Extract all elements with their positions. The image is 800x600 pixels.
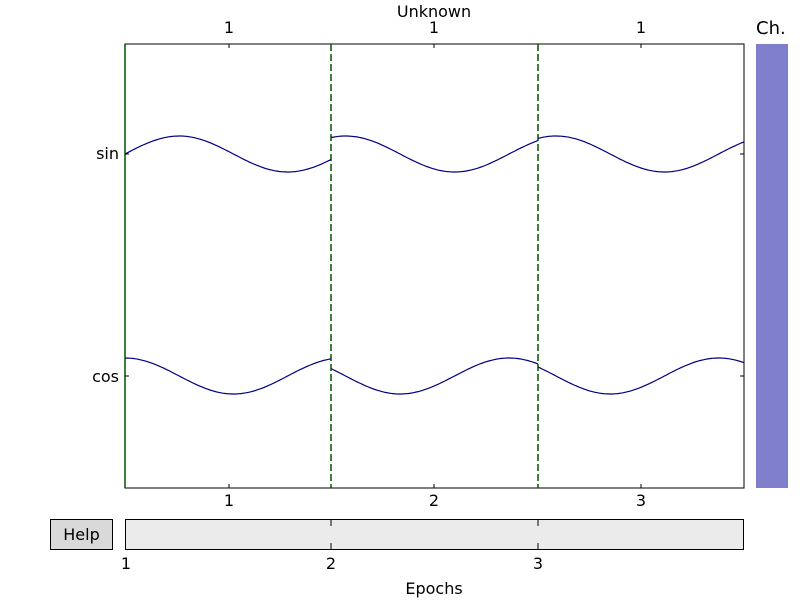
cos-trace-segment bbox=[537, 357, 745, 395]
scroll-tick-label: 1 bbox=[120, 554, 132, 573]
x-tick-label: 2 bbox=[428, 491, 440, 510]
channel-label-sin: sin bbox=[96, 144, 119, 163]
x-axis-label: Epochs bbox=[405, 579, 463, 598]
chart-title: Unknown bbox=[396, 2, 472, 21]
scroll-tick-label: 2 bbox=[325, 554, 337, 573]
epoch-marker-label: 1 bbox=[428, 18, 440, 37]
epoch-scrollbar[interactable] bbox=[125, 519, 744, 550]
cos-trace-segment bbox=[124, 357, 332, 395]
epoch-marker-label: 1 bbox=[223, 18, 235, 37]
scroll-tick-label: 3 bbox=[532, 554, 544, 573]
signal-traces bbox=[124, 135, 745, 395]
sin-trace-segment bbox=[330, 135, 539, 173]
help-button-label: Help bbox=[63, 525, 100, 544]
x-tick-label: 1 bbox=[223, 491, 235, 510]
sin-trace-segment bbox=[124, 135, 332, 173]
epoch-boundaries bbox=[124, 44, 539, 488]
epoch-marker-label: 1 bbox=[635, 18, 647, 37]
cos-trace-segment bbox=[330, 357, 539, 395]
axis-ticks bbox=[125, 44, 744, 488]
help-button[interactable]: Help bbox=[50, 519, 113, 550]
sin-trace-segment bbox=[537, 135, 745, 173]
channel-bar-title: Ch. bbox=[756, 18, 786, 39]
channel-scroll-bar[interactable] bbox=[756, 44, 788, 488]
x-tick-label: 3 bbox=[635, 491, 647, 510]
plot-area bbox=[124, 43, 745, 489]
channel-label-cos: cos bbox=[92, 367, 119, 386]
